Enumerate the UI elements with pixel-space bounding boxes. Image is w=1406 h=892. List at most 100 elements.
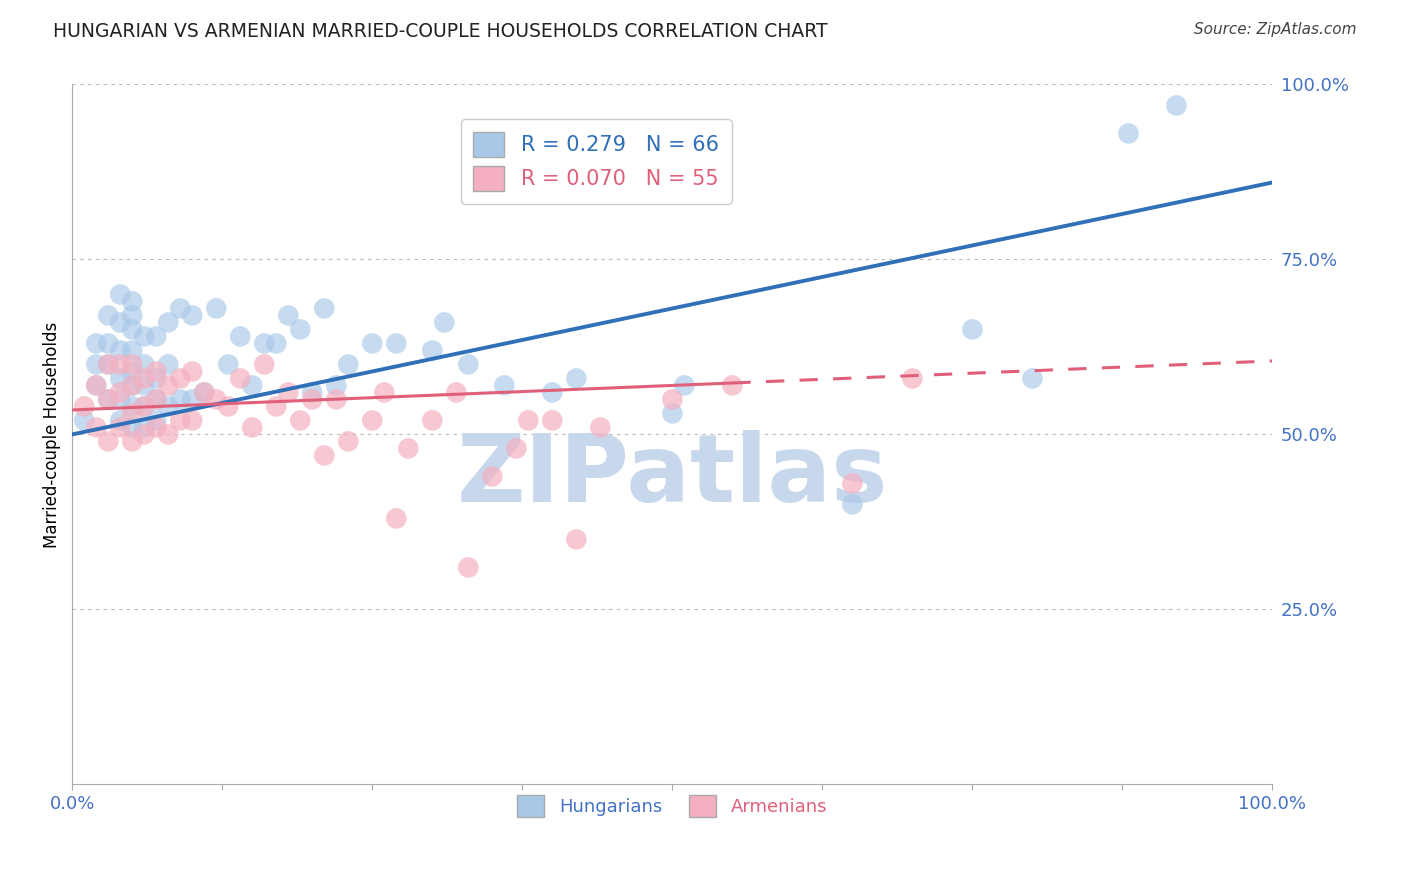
Point [181,392,204,407]
Point [420,413,443,427]
Point [565,533,588,547]
Point [253,336,276,351]
Point [121,309,143,323]
Point [97,392,120,407]
Point [277,309,299,323]
Point [373,385,395,400]
Point [110,371,132,385]
Point [181,309,204,323]
Point [314,301,336,316]
Point [229,329,252,343]
Point [145,413,167,427]
Point [446,385,468,400]
Point [134,358,156,372]
Point [134,378,156,392]
Point [121,434,143,449]
Point [385,336,408,351]
Point [337,358,360,372]
Point [121,364,143,378]
Point [181,413,204,427]
Point [121,420,143,434]
Point [264,400,287,414]
Point [110,392,132,407]
Point [169,371,191,385]
Point [134,400,156,414]
Point [110,420,132,434]
Point [181,364,204,378]
Point [97,358,120,372]
Point [841,476,863,491]
Point [157,378,180,392]
Point [97,434,120,449]
Point [205,301,228,316]
Point [169,413,191,427]
Point [385,511,408,525]
Point [337,434,360,449]
Text: HUNGARIAN VS ARMENIAN MARRIED-COUPLE HOUSEHOLDS CORRELATION CHART: HUNGARIAN VS ARMENIAN MARRIED-COUPLE HOU… [53,22,828,41]
Point [457,560,479,574]
Point [84,378,107,392]
Point [264,336,287,351]
Point [110,315,132,329]
Point [325,378,347,392]
Point [962,322,984,336]
Point [110,358,132,372]
Point [1118,127,1140,141]
Point [84,336,107,351]
Point [314,449,336,463]
Point [420,343,443,358]
Point [110,413,132,427]
Point [565,371,588,385]
Point [193,385,215,400]
Point [240,378,263,392]
Point [157,315,180,329]
Point [301,392,323,407]
Point [73,400,96,414]
Point [457,358,479,372]
Point [134,371,156,385]
Point [121,294,143,309]
Point [721,378,744,392]
Point [110,287,132,301]
Point [169,301,191,316]
Point [541,413,564,427]
Point [661,392,683,407]
Point [73,413,96,427]
Point [134,400,156,414]
Point [145,392,167,407]
Y-axis label: Married-couple Households: Married-couple Households [44,321,60,548]
Point [541,385,564,400]
Point [1166,98,1188,112]
Point [661,406,683,420]
Legend: Hungarians, Armenians: Hungarians, Armenians [510,788,835,824]
Point [193,385,215,400]
Point [84,378,107,392]
Point [84,420,107,434]
Point [290,322,312,336]
Point [361,413,384,427]
Point [589,420,612,434]
Point [121,378,143,392]
Point [481,469,503,483]
Text: Source: ZipAtlas.com: Source: ZipAtlas.com [1194,22,1357,37]
Point [205,392,228,407]
Point [134,427,156,442]
Point [121,406,143,420]
Point [145,392,167,407]
Point [253,358,276,372]
Point [505,442,527,456]
Point [841,498,863,512]
Point [277,385,299,400]
Point [229,371,252,385]
Point [169,392,191,407]
Point [517,413,540,427]
Text: ZIPatlas: ZIPatlas [457,431,889,523]
Point [145,371,167,385]
Point [134,329,156,343]
Point [396,442,419,456]
Point [145,420,167,434]
Point [121,378,143,392]
Point [110,385,132,400]
Point [110,343,132,358]
Point [121,322,143,336]
